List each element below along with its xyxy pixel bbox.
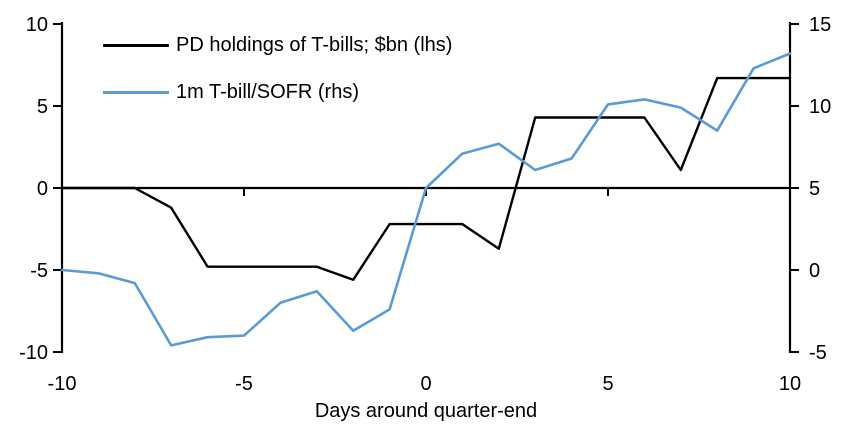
legend-label-pd-holdings: PD holdings of T-bills; $bn (lhs) bbox=[176, 34, 453, 56]
right-axis-tick-label: 0 bbox=[809, 260, 820, 282]
right-axis-tick-label: 15 bbox=[809, 14, 831, 36]
right-axis-tick-label: 5 bbox=[809, 178, 820, 200]
series-line-0 bbox=[60, 76, 792, 281]
x-axis-tick-label: 10 bbox=[779, 373, 801, 395]
left-axis-tick-label: 10 bbox=[26, 14, 48, 36]
x-axis-tick-label: 5 bbox=[602, 373, 613, 395]
left-axis-tick-label: 5 bbox=[37, 96, 48, 118]
right-axis-tick-label: 10 bbox=[809, 96, 831, 118]
x-axis-tick-label: 0 bbox=[420, 373, 431, 395]
x-axis-title: Days around quarter-end bbox=[315, 400, 537, 422]
legend-item-pd-holdings: PD holdings of T-bills; $bn (lhs) bbox=[103, 32, 452, 58]
legend-label-tbill-sofr: 1m T-bill/SOFR (rhs) bbox=[176, 81, 359, 103]
legend-line-swatch-black bbox=[103, 43, 169, 47]
left-axis-tick-label: -5 bbox=[30, 260, 48, 282]
legend-line-swatch-blue bbox=[103, 90, 169, 94]
series-line-1 bbox=[60, 52, 792, 347]
legend: PD holdings of T-bills; $bn (lhs) 1m T-b… bbox=[103, 32, 452, 126]
legend-item-tbill-sofr: 1m T-bill/SOFR (rhs) bbox=[103, 79, 452, 105]
x-axis-tick-label: -5 bbox=[235, 373, 253, 395]
x-axis-tick-label: -10 bbox=[48, 373, 77, 395]
left-axis-tick-label: -10 bbox=[19, 342, 48, 364]
right-axis-tick-label: -5 bbox=[809, 342, 827, 364]
left-axis-tick-label: 0 bbox=[37, 178, 48, 200]
